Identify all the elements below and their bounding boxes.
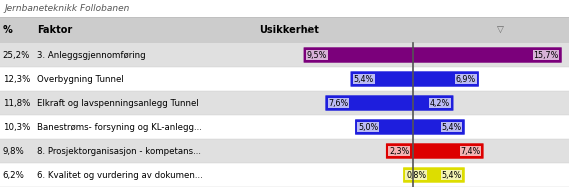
Text: 9,5%: 9,5%	[307, 50, 327, 59]
Text: 5,4%: 5,4%	[442, 171, 461, 180]
Text: 5,0%: 5,0%	[358, 122, 378, 131]
FancyBboxPatch shape	[304, 47, 414, 63]
Text: %: %	[3, 25, 13, 35]
Text: 10,3%: 10,3%	[3, 122, 30, 131]
Text: 8. Prosjektorganisasjon - kompetans...: 8. Prosjektorganisasjon - kompetans...	[37, 146, 201, 156]
FancyBboxPatch shape	[355, 119, 414, 135]
Text: 25,2%: 25,2%	[3, 50, 30, 59]
FancyBboxPatch shape	[412, 143, 484, 159]
Text: 12,3%: 12,3%	[3, 74, 30, 84]
Text: 4,2%: 4,2%	[430, 99, 450, 108]
FancyBboxPatch shape	[412, 71, 479, 87]
Bar	[0, 91, 569, 115]
FancyBboxPatch shape	[325, 95, 414, 111]
FancyBboxPatch shape	[412, 47, 562, 63]
Text: 5,4%: 5,4%	[442, 122, 461, 131]
Text: 0,8%: 0,8%	[406, 171, 426, 180]
Text: 9,8%: 9,8%	[3, 146, 24, 156]
Bar	[0, 67, 569, 91]
Text: 15,7%: 15,7%	[533, 50, 559, 59]
Text: Faktor: Faktor	[37, 25, 72, 35]
FancyBboxPatch shape	[351, 71, 414, 87]
Text: 6,9%: 6,9%	[456, 74, 476, 84]
Text: Banestrøms- forsyning og KL-anlegg...: Banestrøms- forsyning og KL-anlegg...	[37, 122, 202, 131]
Bar	[0, 115, 569, 139]
FancyBboxPatch shape	[412, 95, 453, 111]
Text: 6. Kvalitet og vurdering av dokumen...: 6. Kvalitet og vurdering av dokumen...	[37, 171, 203, 180]
FancyBboxPatch shape	[403, 167, 414, 183]
Text: 6,2%: 6,2%	[3, 171, 24, 180]
Text: Jernbaneteknikk Follobanen: Jernbaneteknikk Follobanen	[5, 4, 130, 13]
Text: Overbygning Tunnel: Overbygning Tunnel	[37, 74, 123, 84]
Text: 3. Anleggsgjennomføring: 3. Anleggsgjennomføring	[37, 50, 146, 59]
Text: △: △	[306, 25, 312, 34]
Text: 5,4%: 5,4%	[353, 74, 374, 84]
Bar	[0, 43, 569, 67]
FancyBboxPatch shape	[412, 167, 465, 183]
Text: ▽: ▽	[497, 25, 504, 34]
Bar	[0, 163, 569, 187]
Text: 7,6%: 7,6%	[328, 99, 349, 108]
Bar	[0, 139, 569, 163]
FancyBboxPatch shape	[386, 143, 414, 159]
Text: Elkraft og lavspenningsanlegg Tunnel: Elkraft og lavspenningsanlegg Tunnel	[37, 99, 199, 108]
Text: Usikkerhet: Usikkerhet	[259, 25, 319, 35]
FancyBboxPatch shape	[412, 119, 465, 135]
Text: 11,8%: 11,8%	[3, 99, 30, 108]
Text: 2,3%: 2,3%	[389, 146, 409, 156]
Text: 7,4%: 7,4%	[460, 146, 480, 156]
Bar	[0, 17, 569, 43]
